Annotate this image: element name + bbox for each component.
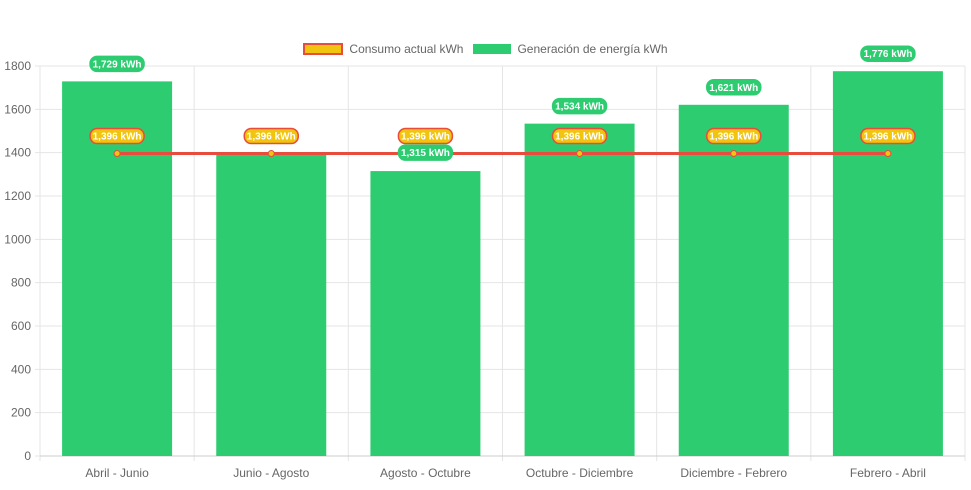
y-tick-label: 1600: [4, 102, 31, 116]
bar: [678, 104, 789, 457]
data-label: 1,776 kWh: [863, 49, 912, 60]
bar: [524, 123, 635, 456]
data-label: 1,534 kWh: [555, 102, 604, 113]
line-point: [267, 150, 275, 158]
data-label: 1,396 kWh: [863, 132, 912, 143]
data-label: 1,396 kWh: [709, 132, 758, 143]
data-label-bg: [706, 79, 762, 96]
x-tick-label: Octubre - Diciembre: [526, 466, 634, 480]
y-tick-label: 800: [11, 276, 31, 290]
y-tick-label: 1400: [4, 146, 31, 160]
data-label-bg: [397, 127, 454, 145]
line-point: [113, 150, 121, 158]
legend-swatch: [473, 44, 512, 54]
data-label: 1,621 kWh: [709, 83, 758, 94]
data-label: 1,396 kWh: [247, 132, 296, 143]
data-label: 1,396 kWh: [401, 132, 450, 143]
data-label-bg: [551, 97, 608, 115]
data-label: 1,315 kWh: [401, 148, 450, 159]
data-label: 1,396 kWh: [93, 132, 142, 143]
legend-label: Generación de energía kWh: [517, 42, 668, 56]
x-tick-label: Abril - Junio: [85, 466, 149, 480]
line-point: [884, 150, 892, 158]
legend-label: Consumo actual kWh: [349, 42, 464, 56]
x-tick-label: Febrero - Abril: [850, 466, 926, 480]
bar: [370, 171, 481, 457]
y-tick-label: 1800: [4, 59, 31, 73]
data-label-bg: [89, 55, 145, 73]
y-tick-label: 600: [11, 319, 31, 333]
x-tick-label: Diciembre - Febrero: [680, 466, 787, 480]
data-label-bg: [860, 127, 916, 145]
data-label: 1,729 kWh: [93, 59, 142, 70]
data-label-bg: [397, 144, 454, 161]
data-label-bg: [551, 127, 608, 145]
y-tick-label: 400: [11, 362, 31, 376]
legend: Consumo actual kWh Generación de energía…: [0, 42, 971, 56]
legend-item-consumo[interactable]: Consumo actual kWh: [303, 42, 463, 56]
data-label-bg: [860, 45, 916, 62]
line-point: [730, 150, 738, 158]
legend-swatch: [303, 43, 344, 55]
data-label-bg: [706, 127, 762, 145]
y-tick-label: 200: [11, 406, 31, 420]
data-label-bg: [89, 127, 145, 145]
y-tick-label: 1200: [4, 189, 31, 203]
x-tick-label: Agosto - Octubre: [380, 466, 471, 480]
legend-item-generacion[interactable]: Generación de energía kWh: [473, 42, 668, 56]
data-label-bg: [243, 127, 299, 145]
data-label: 1,396 kWh: [555, 132, 604, 143]
line-point: [576, 150, 584, 158]
y-tick-label: 1000: [4, 232, 31, 246]
x-tick-label: Junio - Agosto: [233, 466, 309, 480]
y-tick-label: 0: [24, 449, 31, 463]
bar: [216, 153, 327, 457]
